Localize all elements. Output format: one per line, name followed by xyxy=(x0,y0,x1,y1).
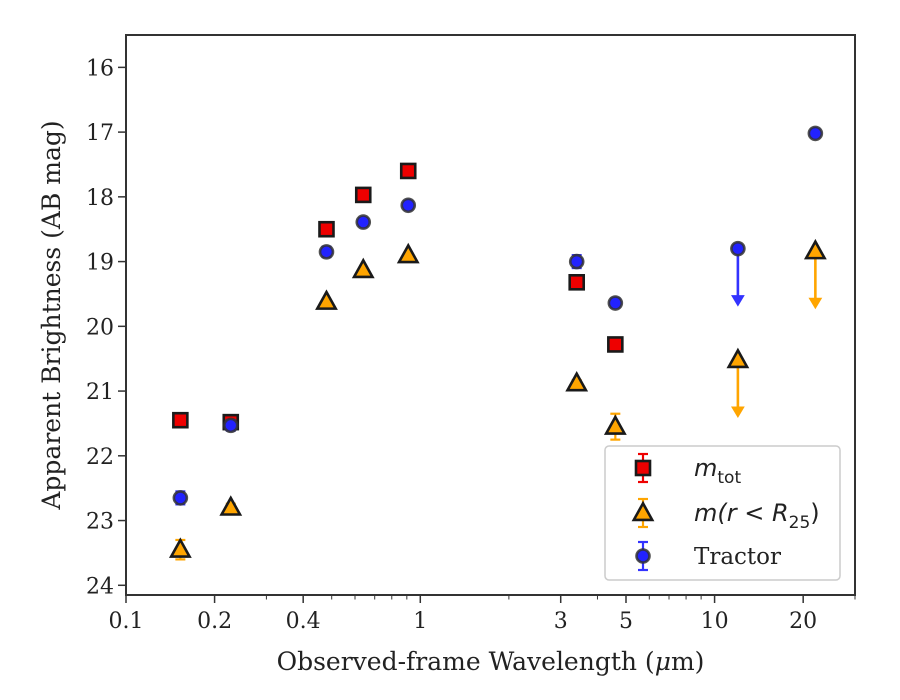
y-tick-label: 19 xyxy=(86,251,114,276)
legend-frame xyxy=(604,445,841,581)
data-point xyxy=(222,417,239,434)
data-point xyxy=(355,214,372,230)
data-point xyxy=(603,414,627,435)
data-point xyxy=(172,490,189,506)
y-axis-ticks: 16 17 18 19 20 21 22 23 24 xyxy=(86,56,126,599)
data-point xyxy=(730,240,746,257)
y-axis-label: Apparent Brightness (AB mag) xyxy=(37,120,66,510)
x-axis-label: Observed-frame Wavelength (μm) xyxy=(277,647,705,676)
legend-label: Tractor xyxy=(694,544,781,570)
data-point xyxy=(607,336,624,353)
legend-label-main: m(r < R xyxy=(694,499,789,527)
x-tick-label: 0.2 xyxy=(197,609,232,634)
y-tick-label: 21 xyxy=(86,380,114,405)
data-point xyxy=(726,347,750,369)
legend-marker xyxy=(631,500,655,522)
data-point xyxy=(168,537,192,558)
y-tick-label: 22 xyxy=(86,445,114,470)
data-marks xyxy=(168,125,827,561)
x-axis-label-mu: μ xyxy=(655,647,671,676)
data-point xyxy=(807,125,824,142)
legend-marker xyxy=(634,459,652,477)
data-point xyxy=(568,274,586,291)
x-tick-label: 3 xyxy=(554,609,568,634)
legend-label-sub: tot xyxy=(717,468,741,488)
y-tick-label: 24 xyxy=(86,574,114,599)
legend: mtot m(r < R25) Tractor xyxy=(604,445,841,581)
x-tick-label: 5 xyxy=(619,609,633,634)
legend-label-end: ) xyxy=(810,499,819,527)
y-tick-label: 18 xyxy=(86,186,114,211)
y-tick-label: 23 xyxy=(86,510,114,535)
data-point xyxy=(565,370,589,392)
legend-label-main: m xyxy=(694,454,717,482)
legend-label-sub: 25 xyxy=(789,513,811,533)
data-point xyxy=(354,186,372,204)
legend-label: m(r < R25) xyxy=(694,499,820,533)
data-point xyxy=(315,289,338,310)
data-point xyxy=(219,495,243,516)
legend-label-main: Tractor xyxy=(694,544,781,570)
upper-limit-arrow-head xyxy=(731,295,745,307)
series-2 xyxy=(172,125,824,506)
data-point xyxy=(318,220,335,238)
x-tick-label: 20 xyxy=(789,609,817,634)
data-point xyxy=(568,253,585,270)
x-axis-label-suffix: m) xyxy=(671,647,704,676)
series-1 xyxy=(168,238,827,561)
data-point xyxy=(172,411,189,429)
data-point xyxy=(803,238,827,260)
data-point xyxy=(399,162,417,180)
x-axis-label-prefix: Observed-frame Wavelength ( xyxy=(277,647,655,676)
y-tick-label: 16 xyxy=(86,56,114,81)
y-tick-label: 17 xyxy=(86,121,114,146)
x-axis-ticks: 0.1 0.2 0.4 1 3 5 10 20 xyxy=(109,595,856,634)
y-tick-label: 20 xyxy=(86,315,114,340)
legend-marker xyxy=(635,548,651,564)
upper-limit-arrow-head xyxy=(731,406,745,418)
x-tick-label: 0.1 xyxy=(109,609,144,634)
data-point xyxy=(318,244,335,260)
legend-label: mtot xyxy=(694,454,741,488)
plot-frame xyxy=(125,34,856,596)
x-tick-label: 10 xyxy=(701,609,729,634)
x-tick-label: 0.4 xyxy=(286,609,321,634)
data-point xyxy=(607,295,624,311)
upper-limit-arrow-head xyxy=(808,297,823,310)
data-point xyxy=(351,257,375,279)
data-point xyxy=(400,197,417,214)
data-point xyxy=(396,242,420,264)
x-tick-label: 1 xyxy=(413,609,427,634)
